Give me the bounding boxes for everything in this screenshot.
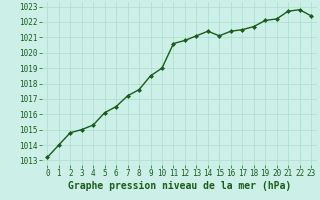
X-axis label: Graphe pression niveau de la mer (hPa): Graphe pression niveau de la mer (hPa)	[68, 181, 291, 191]
